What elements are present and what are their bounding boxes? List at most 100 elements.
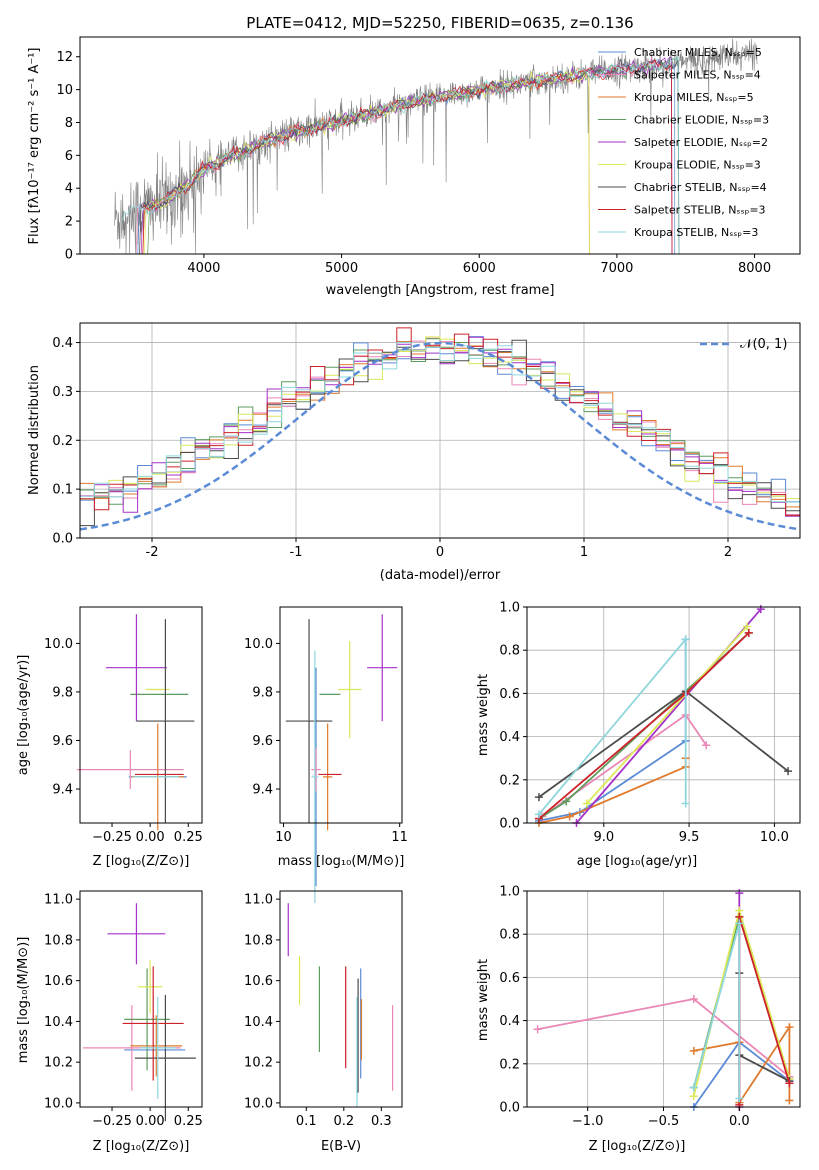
mass-weight-marker	[534, 810, 543, 819]
y-tick-label: 10.8	[44, 933, 73, 948]
mass-weight-marker	[735, 1094, 744, 1103]
x-tick-label: 0.25	[174, 830, 203, 845]
axes-frame	[79, 606, 203, 824]
legend-label: Salpeter MILES, Nₛₛₚ=4	[634, 69, 761, 82]
mass-weight-marker	[785, 1079, 794, 1088]
x-tick-label: 9.5	[679, 830, 700, 845]
mass-weight-marker	[689, 1083, 698, 1092]
mass-weight-vs-age-x-label: age [log₁₀(age/yr)]	[577, 854, 698, 869]
spectrum-ticks: 4000 5000 6000 7000 8000 0 2 4 6 8 10 12	[56, 50, 771, 276]
axes-frame	[79, 890, 203, 1108]
mass-weight-marker	[689, 995, 698, 1003]
mass-weight-vs-age-panel: 9.0 9.5 10.0 0.0 0.2 0.4 0.6 0.8 1.0	[499, 601, 801, 845]
y-tick-label: 0.2	[52, 434, 73, 449]
mass-weight-marker	[533, 1025, 542, 1034]
residuals-histograms	[79, 327, 800, 538]
y-tick-label: 12	[56, 50, 73, 65]
legend-label: Salpeter ELODIE, Nₛₛₚ=2	[634, 136, 768, 149]
model-spectrum-line	[121, 70, 590, 255]
gaussian-legend-label: 𝒩(0, 1)	[740, 337, 787, 352]
y-tick-label: 1.0	[499, 601, 520, 616]
legend-label: Chabrier STELIB, Nₛₛₚ=4	[634, 181, 767, 194]
age-vs-Z-y-label: age [log₁₀(age/yr)]	[16, 655, 31, 776]
y-tick-label: 0.0	[499, 1101, 520, 1116]
x-tick-label: 0.2	[333, 1114, 354, 1129]
y-tick-label: 0.3	[52, 385, 73, 400]
y-tick-label: 10.6	[244, 974, 273, 989]
mass-weight-line	[692, 923, 741, 1099]
y-tick-label: 10.0	[244, 1096, 273, 1111]
x-tick-label: 10.0	[760, 830, 789, 845]
y-tick-label: 0	[65, 248, 73, 263]
mass-weight-marker	[681, 635, 690, 644]
model-spectrum-line	[121, 57, 680, 255]
x-tick-label: 0.0	[729, 1114, 750, 1129]
y-tick-label: 0.8	[499, 928, 520, 943]
mass-weight-line	[692, 906, 791, 1097]
y-tick-label: 9.6	[252, 734, 273, 749]
residuals-gaussian	[79, 341, 801, 531]
y-tick-label: 0.4	[52, 336, 73, 351]
mass-weight-marker	[565, 812, 574, 821]
x-tick-label: 0.00	[136, 1114, 165, 1129]
y-tick-label: 0.6	[499, 687, 520, 702]
mass-weight-line	[692, 913, 791, 1088]
x-tick-label: 0	[436, 545, 444, 560]
y-tick-label: 9.6	[52, 734, 73, 749]
x-tick-label: 4000	[187, 261, 220, 276]
mass-weight-line	[586, 625, 748, 805]
mass-weight-marker	[785, 1023, 794, 1032]
y-tick-label: 0.0	[52, 532, 73, 547]
x-tick-label: −1.0	[572, 1114, 604, 1129]
mass-weight-marker	[743, 622, 752, 631]
y-tick-label: 1.0	[499, 885, 520, 900]
axes-frame	[279, 890, 403, 1108]
legend-label: Kroupa MILES, Nₛₛₚ=5	[634, 91, 754, 104]
y-tick-label: 10.2	[44, 1056, 73, 1071]
mass-vs-Z-x-label: Z [log₁₀(Z/Z⊙)]	[93, 1139, 190, 1154]
y-tick-label: 10	[56, 83, 73, 98]
y-tick-label: 9.4	[252, 783, 273, 798]
y-tick-label: 6	[65, 149, 73, 164]
mass-weight-vs-Z-panel: −1.0 −0.5 0.0 0.0 0.2 0.4 0.6 0.8 1.0	[499, 885, 801, 1129]
x-tick-label: 0.1	[296, 1114, 317, 1129]
y-tick-label: 10.4	[44, 1015, 73, 1030]
y-tick-label: 10.0	[44, 1096, 73, 1111]
mass-weight-line	[538, 690, 789, 798]
y-tick-label: 9.4	[52, 783, 73, 798]
y-tick-label: 0.2	[499, 1057, 520, 1072]
chart-title: PLATE=0412, MJD=52250, FIBERID=0635, z=0…	[246, 14, 633, 32]
x-tick-label: 0.25	[174, 1114, 203, 1129]
y-tick-label: 10.4	[244, 1015, 273, 1030]
mass-weight-marker	[744, 628, 753, 637]
x-tick-label: −0.25	[92, 1114, 132, 1129]
residual-histogram	[79, 336, 800, 538]
age-vs-mass-panel: 10 11 9.4 9.6 9.8 10.0	[244, 606, 408, 904]
y-tick-label: 10.0	[244, 637, 273, 652]
model-spectrum-line	[121, 58, 680, 255]
mass-weight-marker	[689, 1092, 698, 1101]
y-tick-label: 0.8	[499, 644, 520, 659]
spectrum-panel: PLATE=0412, MJD=52250, FIBERID=0635, z=0…	[27, 14, 801, 298]
spectrum-model-series	[121, 56, 680, 255]
spectrum-axes-frame	[79, 36, 801, 255]
y-tick-label: 4	[65, 182, 73, 197]
spectrum-x-axis-label: wavelength [Angstrom, rest frame]	[326, 283, 555, 298]
x-tick-label: 1	[580, 545, 588, 560]
age-vs-mass-x-label: mass [log₁₀(M/M⊙)]	[278, 854, 405, 869]
legend-label: Kroupa STELIB, Nₛₛₚ=3	[634, 226, 758, 239]
legend-label: Salpeter STELIB, Nₛₛₚ=3	[634, 204, 766, 217]
model-spectrum-line	[121, 56, 680, 255]
mass-weight-marker	[582, 799, 591, 808]
x-tick-label: −0.25	[92, 830, 132, 845]
y-tick-label: 9.8	[52, 685, 73, 700]
x-tick-label: 9.0	[593, 830, 614, 845]
mass-weight-marker	[689, 1046, 698, 1055]
x-tick-label: -1	[290, 545, 303, 560]
mass-weight-marker	[785, 1096, 794, 1105]
spectrum-y-axis-label: Flux [fλ10⁻¹⁷ erg cm⁻² s⁻¹ A⁻¹]	[27, 48, 42, 245]
mass-weight-marker	[702, 741, 711, 750]
mass-weight-marker	[735, 919, 744, 928]
y-tick-label: 0.4	[499, 1014, 520, 1029]
